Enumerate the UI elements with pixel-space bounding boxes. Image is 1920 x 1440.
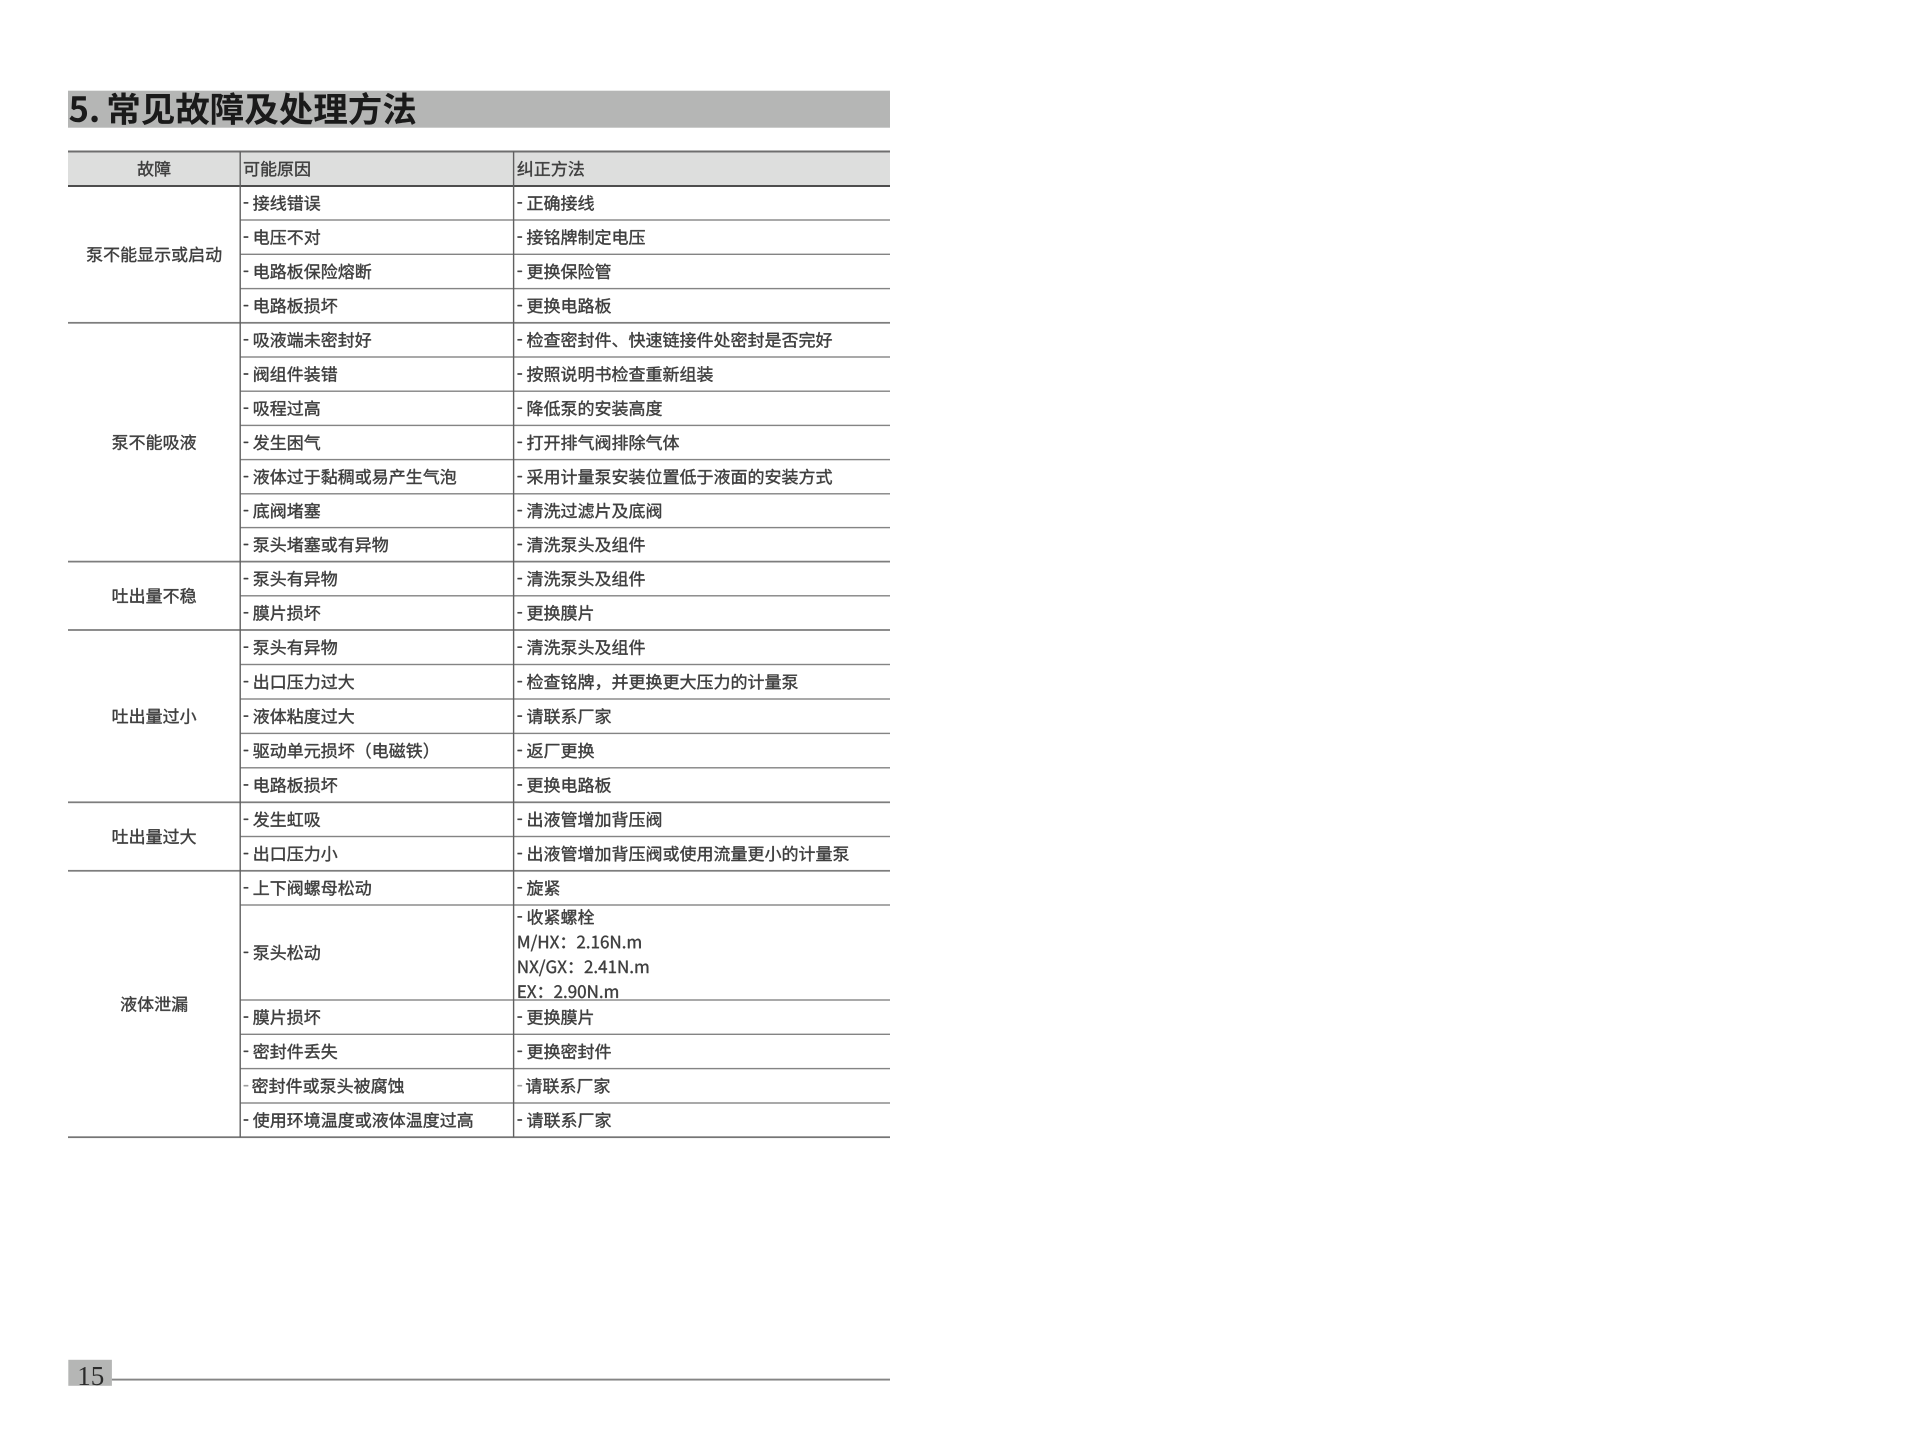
- svg-text:15: 15: [77, 1361, 104, 1391]
